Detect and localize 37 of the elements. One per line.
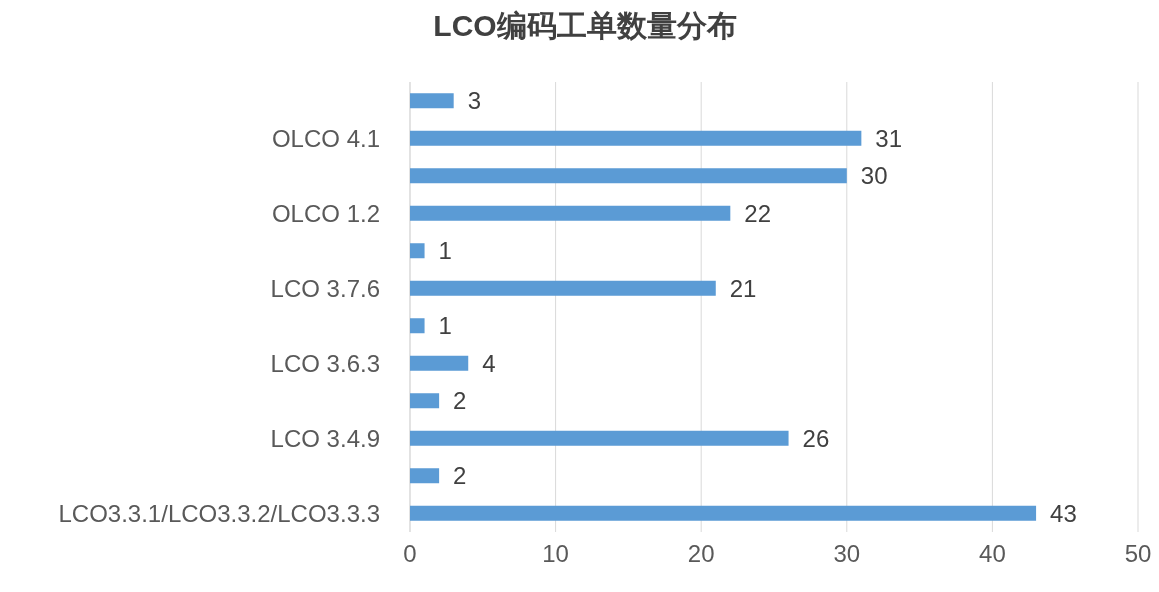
chart-title: LCO编码工单数量分布 <box>433 9 737 42</box>
y-tick-label: LCO 3.6.3 <box>270 349 380 377</box>
data-label: 3 <box>467 87 482 115</box>
data-label: 2 <box>453 462 467 490</box>
x-tick-label: 40 <box>979 540 1006 567</box>
bar <box>410 355 469 371</box>
data-label: 43 <box>1050 499 1077 527</box>
bar <box>410 430 789 446</box>
bar <box>410 318 425 334</box>
bar <box>410 168 847 184</box>
x-tick-label: 20 <box>687 540 715 567</box>
data-label: 1 <box>438 312 452 340</box>
bar <box>410 393 440 409</box>
x-tick-label: 10 <box>542 540 569 567</box>
bar <box>410 130 862 146</box>
x-tick-label: 50 <box>1124 540 1152 567</box>
data-label: 1 <box>438 237 452 265</box>
bar <box>410 468 440 484</box>
x-tick-label: 0 <box>403 540 417 567</box>
bar <box>410 93 454 109</box>
bar <box>410 205 731 221</box>
y-tick-label: LCO 3.7.6 <box>270 274 380 302</box>
bar <box>410 243 425 259</box>
y-tick-label: OLCO 1.2 <box>271 199 380 227</box>
data-label: 30 <box>860 162 888 190</box>
y-tick-label: LCO3.3.1/LCO3.3.2/LCO3.3.3 <box>58 499 380 527</box>
y-tick-label: LCO 3.4.9 <box>270 424 380 452</box>
data-label: 31 <box>875 124 903 152</box>
data-label: 22 <box>744 199 772 227</box>
bar <box>410 505 1037 521</box>
data-label: 4 <box>482 349 496 377</box>
data-label: 26 <box>802 424 830 452</box>
bar <box>410 280 716 296</box>
data-label: 2 <box>453 387 467 415</box>
data-label: 21 <box>729 274 757 302</box>
x-tick-label: 30 <box>833 540 861 567</box>
y-tick-label: OLCO 4.1 <box>271 124 380 152</box>
